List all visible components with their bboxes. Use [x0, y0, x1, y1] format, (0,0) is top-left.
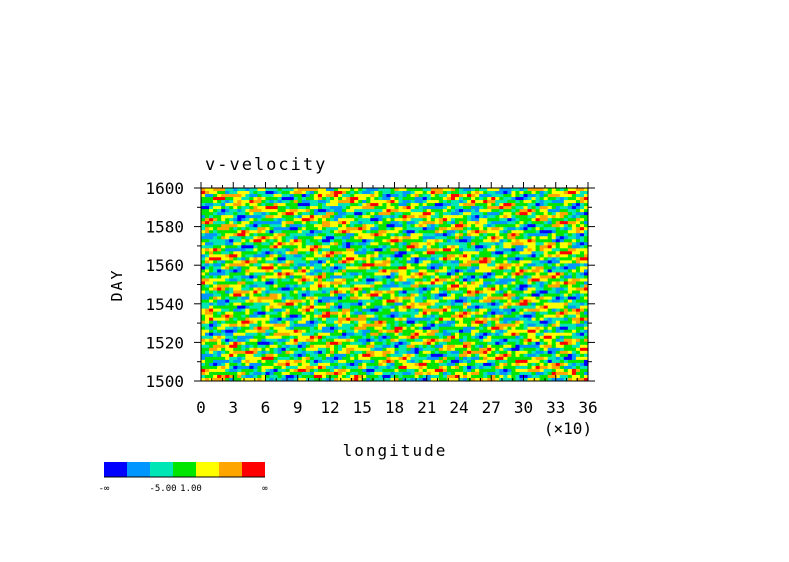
colorbar: -∞ -5.00 1.00 ∞	[99, 462, 269, 494]
x-tick-label: 33	[546, 398, 565, 417]
y-tick-label: 1580	[145, 218, 184, 237]
x-tick-label: 36	[578, 398, 597, 417]
colorbar-label: -5.00	[149, 484, 176, 494]
x-tick-label: 21	[417, 398, 436, 417]
heatmap-field	[201, 188, 589, 382]
y-tick-label: 1520	[145, 333, 184, 352]
colorbar-label: -∞	[99, 484, 110, 494]
y-tick-label: 1500	[145, 372, 184, 391]
colorbar-label: 1.00	[180, 484, 202, 494]
colorbar-swatch	[173, 462, 196, 477]
colorbar-swatch	[127, 462, 150, 477]
x-tick-label: 27	[482, 398, 501, 417]
y-tick-label: 1560	[145, 256, 184, 275]
x-tick-label: 3	[228, 398, 238, 417]
x-tick-label: 18	[385, 398, 404, 417]
colorbar-label: ∞	[262, 484, 268, 494]
colorbar-swatch	[219, 462, 242, 477]
colorbar-swatch	[196, 462, 219, 477]
colorbar-swatch	[242, 462, 265, 477]
x-tick-label: 6	[261, 398, 271, 417]
x-tick-label: 9	[293, 398, 303, 417]
x-multiplier-label: (×10)	[544, 419, 592, 438]
colorbar-swatch	[150, 462, 173, 477]
colorbar-swatch	[104, 462, 127, 477]
chart-title: v-velocity	[205, 155, 327, 175]
x-tick-label: 0	[196, 398, 206, 417]
y-tick-label: 1540	[145, 295, 184, 314]
x-tick-label: 12	[320, 398, 339, 417]
x-axis-label: longitude	[343, 441, 448, 460]
x-tick-label: 24	[449, 398, 468, 417]
y-tick-label: 1600	[145, 179, 184, 198]
x-tick-label: 30	[514, 398, 533, 417]
y-axis-label: DAY	[108, 268, 126, 301]
x-tick-label: 15	[353, 398, 372, 417]
